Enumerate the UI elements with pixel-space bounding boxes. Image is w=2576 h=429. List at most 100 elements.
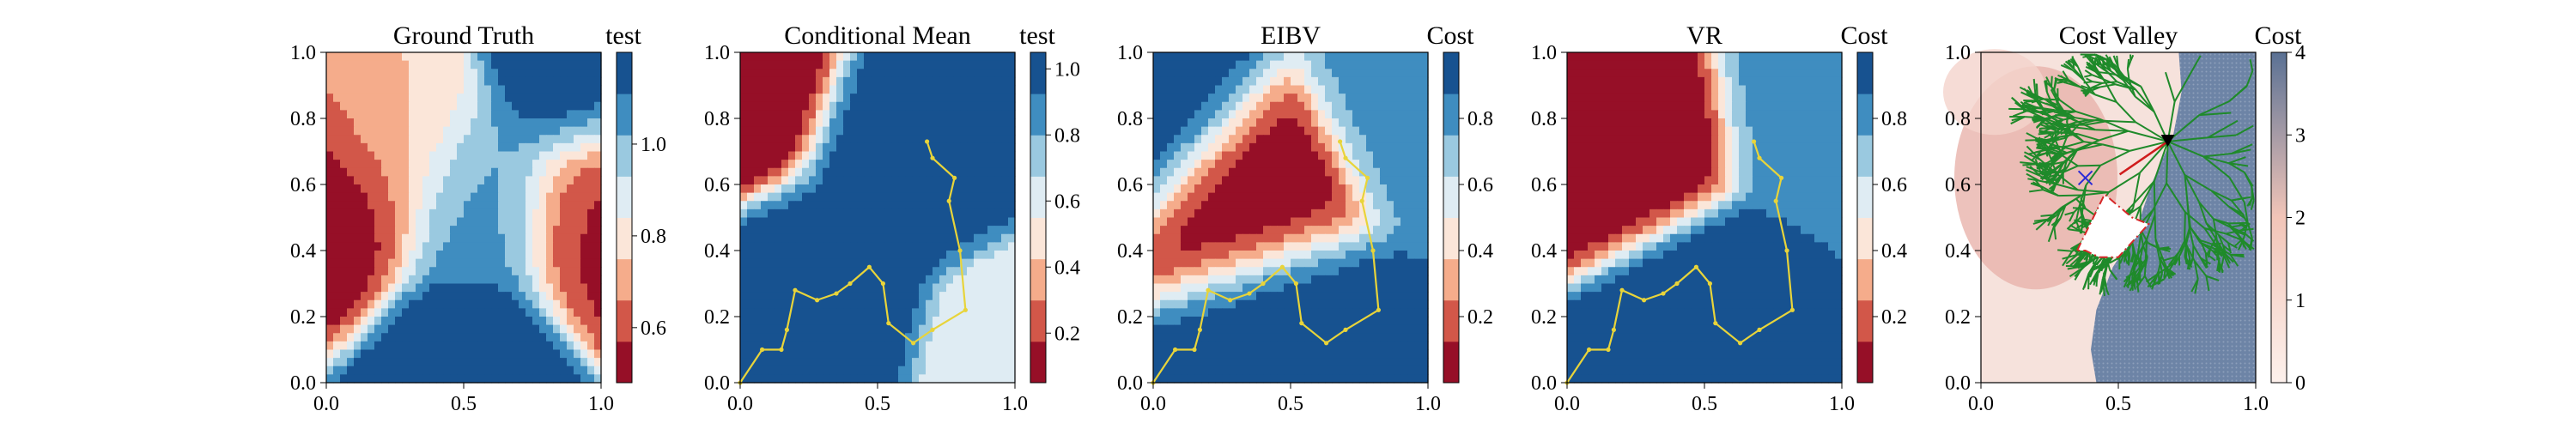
heatmap-cell xyxy=(471,242,478,251)
heatmap-cell xyxy=(781,160,789,169)
heatmap-cell xyxy=(1215,233,1223,243)
heatmap-cell xyxy=(864,85,872,94)
heatmap-cell xyxy=(1325,251,1333,260)
heatmap-cell xyxy=(484,101,492,111)
heatmap-cell xyxy=(560,69,568,78)
heatmap-cell xyxy=(926,151,933,160)
heatmap-cell xyxy=(871,226,878,235)
heatmap-cell xyxy=(539,267,547,276)
heatmap-cell xyxy=(354,151,361,160)
heatmap-cell xyxy=(333,217,341,227)
heatmap-cell xyxy=(1277,299,1285,309)
heatmap-cell xyxy=(994,126,1002,136)
heatmap-cell xyxy=(436,118,444,128)
heatmap-cell xyxy=(1297,341,1305,351)
heatmap-cell xyxy=(1414,233,1422,243)
heatmap-cell xyxy=(580,69,588,78)
heatmap-cell xyxy=(1346,275,1353,285)
heatmap-cell xyxy=(1332,101,1340,111)
heatmap-cell xyxy=(546,126,554,136)
heatmap-cell xyxy=(1366,101,1374,111)
heatmap-cell xyxy=(409,226,416,235)
heatmap-cell xyxy=(560,275,568,285)
heatmap-cell xyxy=(587,160,595,169)
heatmap-cell xyxy=(740,76,748,87)
heatmap-cell xyxy=(381,242,389,251)
heatmap-cell xyxy=(1153,208,1161,219)
heatmap-cell xyxy=(960,258,968,268)
heatmap-cell xyxy=(946,176,954,185)
heatmap-cell xyxy=(836,242,844,251)
heatmap-cell xyxy=(1318,176,1326,185)
heatmap-cell xyxy=(891,308,899,317)
heatmap-cell xyxy=(553,217,561,227)
heatmap-cell xyxy=(1346,142,1353,153)
heatmap-cell xyxy=(560,118,568,128)
heatmap-cell xyxy=(1249,118,1257,128)
heatmap-cell xyxy=(477,142,485,153)
heatmap-cell xyxy=(987,349,995,359)
heatmap-cell xyxy=(519,242,526,251)
heatmap-cell xyxy=(878,275,885,285)
heatmap-cell xyxy=(512,176,519,185)
heatmap-cell xyxy=(1311,208,1319,219)
heatmap-cell xyxy=(960,358,968,367)
heatmap-cell xyxy=(878,184,885,194)
heatmap-cell xyxy=(843,69,851,78)
heatmap-cell xyxy=(953,275,961,285)
heatmap-cell xyxy=(1277,184,1285,194)
heatmap-cell xyxy=(1008,192,1016,202)
heatmap-cell xyxy=(422,69,430,78)
heatmap-cell xyxy=(987,283,995,293)
heatmap-cell xyxy=(1277,275,1285,285)
heatmap-cell xyxy=(429,142,437,153)
heatmap-cell xyxy=(926,341,933,351)
heatmap-cell xyxy=(402,267,410,276)
heatmap-cell xyxy=(898,94,906,103)
heatmap-cell xyxy=(368,118,375,128)
heatmap-cell xyxy=(912,292,920,301)
heatmap-cell xyxy=(1311,76,1319,87)
heatmap-cell xyxy=(1236,151,1243,160)
heatmap-cell xyxy=(574,341,581,351)
heatmap-cell xyxy=(850,251,858,260)
heatmap-cell xyxy=(795,52,803,62)
heatmap-cell xyxy=(871,52,878,62)
heatmap-cell xyxy=(1297,69,1305,78)
heatmap-cell xyxy=(1249,374,1257,384)
heatmap-cell xyxy=(740,217,748,227)
heatmap-cell xyxy=(326,151,334,160)
heatmap-cell xyxy=(574,292,581,301)
heatmap-cell xyxy=(471,324,478,334)
heatmap-cell xyxy=(1297,226,1305,235)
heatmap-cell xyxy=(1304,283,1312,293)
heatmap-cell xyxy=(1311,292,1319,301)
heatmap-cell xyxy=(464,52,471,62)
heatmap-cell xyxy=(857,52,865,62)
heatmap-cell xyxy=(795,151,803,160)
heatmap-cell xyxy=(967,192,975,202)
heatmap-cell xyxy=(532,251,540,260)
heatmap-cell xyxy=(587,176,595,185)
heatmap-cell xyxy=(539,308,547,317)
heatmap-cell xyxy=(967,201,975,210)
heatmap-cell xyxy=(340,366,348,375)
heatmap-cell xyxy=(1001,333,1009,342)
heatmap-cell xyxy=(471,60,478,69)
heatmap-cell xyxy=(1291,233,1298,243)
heatmap-cell xyxy=(768,275,775,285)
heatmap-cell xyxy=(471,358,478,367)
heatmap-cell xyxy=(340,358,348,367)
heatmap-cell xyxy=(919,167,927,177)
heatmap-cell xyxy=(939,176,947,185)
heatmap-cell xyxy=(1242,358,1250,367)
heatmap-cell xyxy=(878,317,885,326)
heatmap-cell xyxy=(761,366,769,375)
heatmap-cell xyxy=(526,52,533,62)
heatmap-cell xyxy=(1249,94,1257,103)
heatmap-cell xyxy=(960,374,968,384)
heatmap-cell xyxy=(809,208,817,219)
heatmap-cell xyxy=(1711,52,1719,62)
heatmap-cell xyxy=(354,52,361,62)
heatmap-cell xyxy=(388,151,396,160)
